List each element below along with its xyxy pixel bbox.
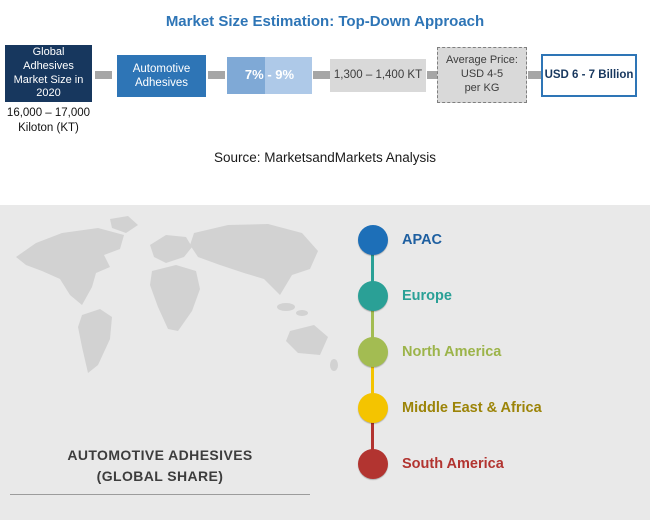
flow-box-share-percent: 7% - 9%: [227, 57, 312, 94]
legend-line-segment-3: [371, 352, 374, 408]
flow-connector-5: [528, 71, 545, 79]
flow-box-market-value: USD 6 - 7 Billion: [541, 54, 637, 97]
flow-box-volume: 1,300 – 1,400 KT: [330, 59, 426, 92]
flow-box-share-label: 7% - 9%: [244, 67, 295, 83]
flow-box-price-line1: Average Price:: [446, 54, 518, 67]
source-attribution: Source: MarketsandMarkets Analysis: [213, 150, 437, 165]
caption-underline: [10, 494, 310, 495]
region-label: Europe: [402, 288, 452, 304]
flow-box-automotive-label: Automotive Adhesives: [132, 62, 191, 89]
legend-item-north-america: North America: [358, 337, 501, 367]
legend-item-apac: APAC: [358, 225, 442, 255]
map-caption-line1: AUTOMOTIVE ADHESIVES: [67, 447, 253, 463]
flow-box-price-line2: USD 4-5: [460, 68, 504, 81]
continent-europe: [150, 235, 192, 263]
flow-box-global-market-label: Global Adhesives Market Size in 2020: [13, 46, 84, 100]
map-caption-line2: (GLOBAL SHARE): [96, 468, 224, 484]
flow-global-market-value: 16,000 – 17,000 Kiloton (KT): [0, 106, 97, 136]
flow-box-global-market: Global Adhesives Market Size in 2020: [5, 45, 92, 102]
region-label: North America: [402, 344, 502, 360]
flow-global-market-value-line2: Kiloton (KT): [18, 121, 79, 134]
region-dot-icon: [358, 225, 388, 255]
region-legend: APAC Europe North America Middle East & …: [358, 205, 643, 520]
legend-item-europe: Europe: [358, 281, 452, 311]
islands-southeast-asia: [277, 303, 295, 311]
flow-box-market-value-label: USD 6 - 7 Billion: [544, 69, 634, 82]
page-title: Market Size Estimation: Top-Down Approac…: [165, 13, 485, 30]
continent-asia: [190, 224, 318, 295]
legend-line-segment-1: [371, 240, 374, 296]
region-dot-icon: [358, 337, 388, 367]
islands-new-zealand: [330, 359, 338, 371]
flow-box-price-line3: per KG: [464, 81, 500, 94]
legend-line-segment-2: [371, 296, 374, 352]
continent-africa: [150, 265, 200, 331]
flow-box-automotive-adhesives: Automotive Adhesives: [117, 55, 206, 97]
region-label: Middle East & Africa: [402, 400, 542, 416]
flow-global-market-value-line1: 16,000 – 17,000: [6, 107, 91, 119]
map-caption: AUTOMOTIVE ADHESIVES (GLOBAL SHARE): [10, 445, 310, 487]
continent-australia: [286, 325, 328, 355]
region-label: APAC: [402, 232, 443, 248]
region-dot-icon: [358, 281, 388, 311]
flow-connector-1: [95, 71, 112, 79]
flow-connector-3: [313, 71, 330, 79]
global-share-section: AUTOMOTIVE ADHESIVES (GLOBAL SHARE) APAC…: [0, 205, 650, 520]
region-dot-icon: [358, 393, 388, 423]
flow-box-volume-label: 1,300 – 1,400 KT: [333, 69, 423, 82]
islands-indonesia: [296, 310, 308, 316]
region-dot-icon: [358, 449, 388, 479]
flow-connector-2: [208, 71, 225, 79]
flow-box-average-price: Average Price: USD 4-5 per KG: [437, 47, 527, 103]
legend-item-middle-east-africa: Middle East & Africa: [358, 393, 542, 423]
continent-greenland: [110, 216, 138, 233]
region-label: South America: [402, 456, 504, 472]
continent-north-america: [16, 228, 124, 305]
flow-connector-4: [427, 71, 444, 79]
legend-item-south-america: South America: [358, 449, 504, 479]
legend-line-segment-4: [371, 408, 374, 464]
world-map-illustration: [16, 216, 338, 373]
continent-south-america: [78, 309, 112, 373]
